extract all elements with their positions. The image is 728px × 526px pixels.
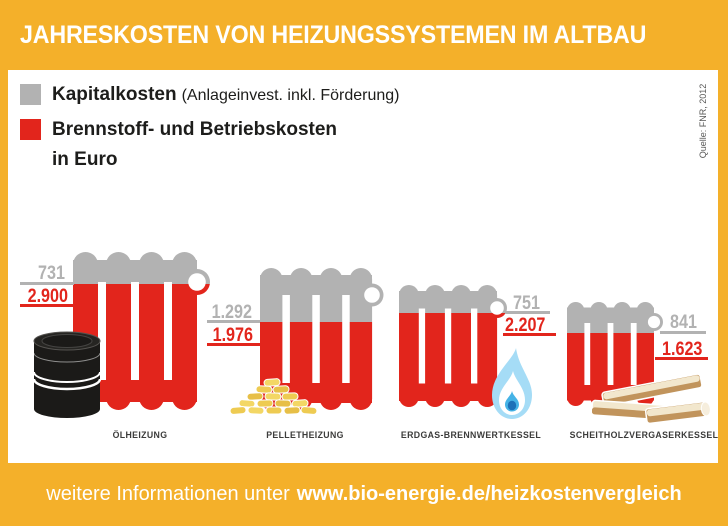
radiator-valve-knob	[490, 301, 504, 315]
radiator-valve-knob	[364, 287, 380, 303]
wood-pellets-icon	[229, 378, 318, 415]
fuel-line-pellet	[207, 343, 260, 346]
fuel-value-gas: 2.207	[505, 315, 546, 336]
legend-unit-row: in Euro	[52, 149, 117, 171]
fuel-value-pellet: 1.976	[212, 325, 253, 346]
radiator-icon	[399, 285, 509, 407]
fuel-line-wood	[655, 357, 708, 360]
radiator-valve-knob	[188, 273, 206, 291]
legend-capital-swatch	[20, 84, 41, 105]
fuel-line-gas	[503, 333, 556, 336]
capital-value-wood: 841	[670, 312, 697, 333]
header-bar: JAHRESKOSTEN VON HEIZUNGSSYSTEMEN IM ALT…	[0, 0, 728, 70]
category-label-gas: ERDGAS-BRENNWERTKESSEL	[400, 430, 542, 441]
capital-value-pellet: 1.292	[211, 302, 252, 323]
category-label-oil: ÖLHEIZUNG	[112, 430, 168, 441]
category-label-wood: SCHEITHOLZVERGASERKESSEL	[569, 430, 719, 441]
footer-bar: weitere Informationen unter www.bio-ener…	[0, 463, 728, 526]
chart-panel: Kapitalkosten (Anlageinvest. inkl. Förder…	[8, 70, 718, 463]
legend-capital-note: (Anlageinvest. inkl. Förderung)	[181, 87, 400, 104]
footer-url: www.bio-energie.de/heizkostenvergleich	[296, 483, 682, 505]
capital-line-wood	[660, 331, 706, 334]
page-title: JAHRESKOSTEN VON HEIZUNGSSYSTEMEN IM ALT…	[20, 20, 647, 49]
legend-fuel-label: Brennstoff- und Betriebskosten	[52, 119, 338, 140]
fuel-value-wood: 1.623	[662, 339, 703, 360]
category-label-pellet: PELLETHEIZUNG	[266, 430, 344, 441]
capital-line-oil	[20, 282, 74, 285]
wood-logs-icon	[592, 374, 710, 425]
legend-capital-row: Kapitalkosten (Anlageinvest. inkl. Förder…	[52, 84, 399, 106]
capital-value-gas: 751	[513, 293, 540, 314]
legend-unit-label: in Euro	[52, 149, 118, 170]
fuel-line-oil	[20, 304, 74, 307]
capital-line-gas	[505, 311, 550, 314]
source-credit: Quelle: FNR, 2012	[698, 83, 708, 159]
capital-value-oil: 731	[38, 263, 65, 284]
fuel-value-oil: 2.900	[27, 286, 68, 307]
gas-flame-icon	[492, 348, 532, 419]
legend-capital-label: Kapitalkosten	[52, 84, 177, 105]
radiator-valve-knob	[647, 315, 661, 329]
footer-info-text: weitere Informationen unter	[46, 483, 290, 505]
legend-fuel-row: Brennstoff- und Betriebskosten	[52, 119, 337, 141]
legend-fuel-swatch	[20, 119, 41, 140]
capital-line-pellet	[207, 320, 260, 323]
oil-barrel-icon	[32, 331, 102, 418]
